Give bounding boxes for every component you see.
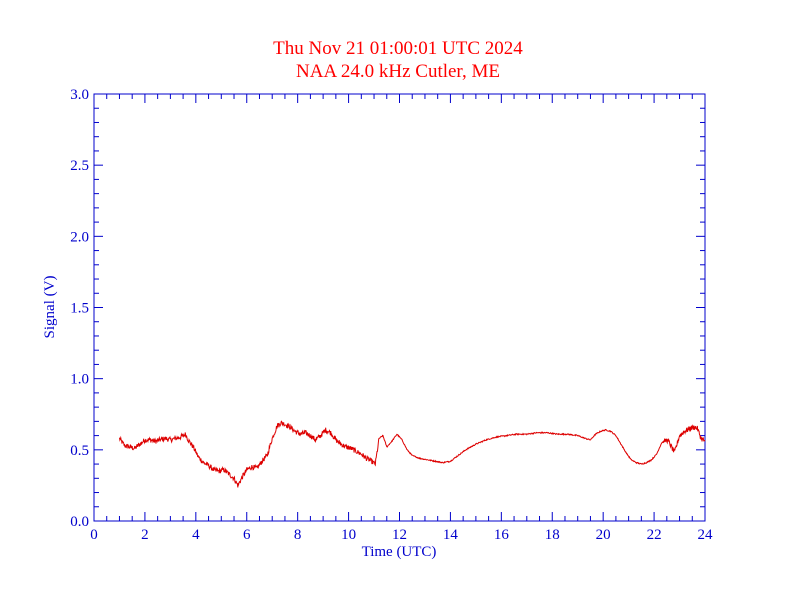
signal-series-line: [118, 420, 706, 488]
x-tick-label: 22: [647, 527, 662, 543]
x-tick-label: 24: [698, 527, 714, 543]
y-tick-label: 1.5: [70, 301, 89, 317]
x-axis-ticks: [93, 94, 706, 521]
x-tick-label: 6: [243, 527, 251, 543]
y-tick-label: 2.5: [70, 158, 89, 174]
chart-subtitle: NAA 24.0 kHz Cutler, ME: [296, 61, 500, 82]
x-tick-label: 8: [294, 527, 302, 543]
x-tick-label: 4: [192, 527, 200, 543]
y-tick-label: 0.0: [70, 514, 89, 530]
x-axis-label: Time (UTC): [362, 544, 437, 560]
x-tick-label: 0: [90, 527, 98, 543]
x-tick-label: 16: [494, 527, 510, 543]
y-axis-ticks: [94, 93, 705, 522]
x-tick-label: 10: [341, 527, 356, 543]
y-tick-label: 3.0: [70, 87, 89, 103]
y-tick-label: 2.0: [70, 229, 89, 245]
x-tick-label: 18: [545, 527, 560, 543]
x-tick-label: 14: [443, 527, 459, 543]
x-tick-label: 12: [392, 527, 407, 543]
y-axis-tick-labels: 0.0 0.5 1.0 1.5 2.0 2.5 3.0: [70, 87, 89, 530]
x-tick-label: 2: [141, 527, 149, 543]
y-tick-label: 1.0: [70, 372, 89, 388]
x-axis-tick-labels: 0 2 4 6 8 10 12 14 16 18 20 22 24: [90, 527, 713, 543]
y-tick-label: 0.5: [70, 443, 89, 459]
chart-title: Thu Nov 21 01:00:01 UTC 2024: [273, 38, 523, 59]
y-axis-label: Signal (V): [42, 276, 58, 339]
x-tick-label: 20: [596, 527, 611, 543]
plot-frame: [93, 93, 706, 522]
